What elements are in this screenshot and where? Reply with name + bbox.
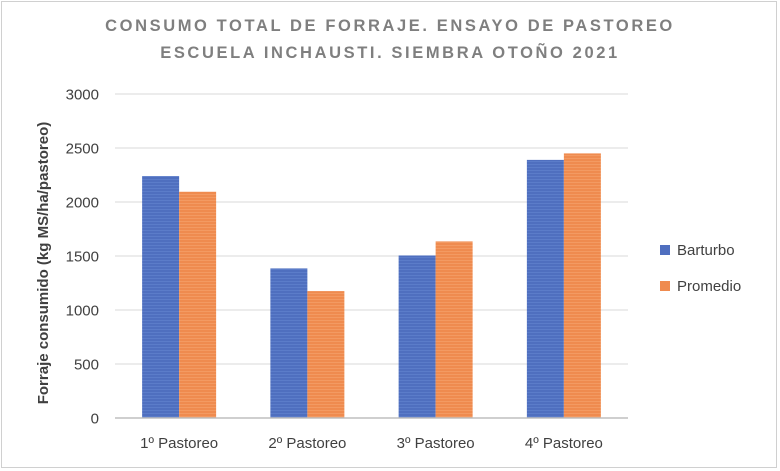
y-axis-label: Forraje consumido (kg MS/ha/pastoreo) xyxy=(35,122,52,405)
chart-title-line-2: ESCUELA INCHAUSTI. SIEMBRA OTOÑO 2021 xyxy=(160,44,620,62)
y-tick-label: 0 xyxy=(91,411,99,428)
legend-label-barturbo: Barturbo xyxy=(677,242,735,259)
bar-barturbo-1 xyxy=(142,176,180,418)
y-tick-label: 2000 xyxy=(66,195,99,212)
bar-promedio-1 xyxy=(179,191,217,418)
axes: 0 500 1000 1500 2000 2500 3000 1º Pastoreo 2º Pa… xyxy=(66,87,628,452)
x-tick-label: 3º Pastoreo xyxy=(397,435,475,452)
bar-promedio-3 xyxy=(435,241,473,418)
legend: Barturbo Promedio xyxy=(660,242,741,295)
legend-swatch-promedio xyxy=(660,281,670,291)
chart-title-line-1: CONSUMO TOTAL DE FORRAJE. ENSAYO DE PAST… xyxy=(105,17,675,35)
bar-barturbo-3 xyxy=(398,255,436,418)
x-tick-label: 4º Pastoreo xyxy=(525,435,603,452)
y-tick-label: 1500 xyxy=(66,249,99,266)
bar-barturbo-4 xyxy=(526,159,564,418)
y-tick-label: 1000 xyxy=(66,303,99,320)
bar-promedio-4 xyxy=(563,153,601,418)
bar-promedio-2 xyxy=(307,291,345,418)
y-tick-label: 3000 xyxy=(66,87,99,104)
y-tick-label: 2500 xyxy=(66,141,99,158)
bar-barturbo-2 xyxy=(270,268,308,418)
legend-label-promedio: Promedio xyxy=(677,278,741,295)
legend-swatch-barturbo xyxy=(660,245,670,255)
bars xyxy=(142,153,601,418)
x-tick-label: 1º Pastoreo xyxy=(140,435,218,452)
y-tick-label: 500 xyxy=(74,357,99,374)
x-tick-label: 2º Pastoreo xyxy=(268,435,346,452)
